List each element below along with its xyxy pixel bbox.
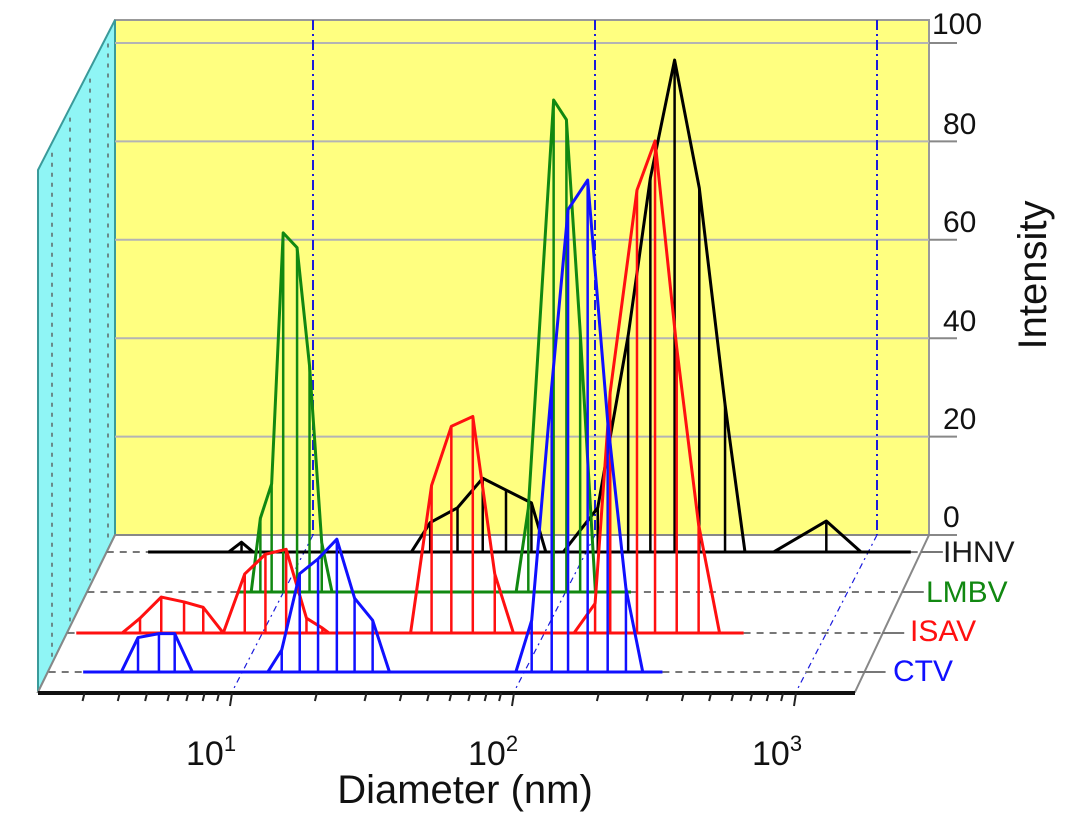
- floor-decade-gridline: [231, 534, 314, 693]
- series-isav: [76, 139, 744, 635]
- x-tick: [313, 692, 318, 702]
- x-tick: [765, 692, 770, 702]
- x-tick: [363, 692, 368, 702]
- series-line: [83, 178, 663, 674]
- axes: [38, 42, 957, 707]
- back-wall: [114, 19, 930, 536]
- x-tick-labels: 101 102 103: [186, 731, 802, 773]
- y-tick-label: 60: [943, 206, 976, 239]
- legend-label-isav: ISAV: [910, 615, 976, 648]
- legend-label-ctv: CTV: [893, 655, 953, 688]
- y-tick-label: 0: [943, 501, 960, 534]
- series-marks: [76, 58, 911, 674]
- x-tick: [185, 692, 190, 702]
- x-tick: [201, 692, 206, 702]
- floor: [36, 534, 931, 693]
- x-tick: [708, 692, 713, 702]
- y-tick-label: 40: [943, 305, 976, 338]
- y-tick-label: 20: [943, 403, 976, 436]
- x-tick: [448, 692, 453, 702]
- x-tick: [793, 692, 797, 707]
- series-line: [148, 58, 911, 554]
- x-tick-label: 102: [468, 731, 518, 773]
- y-tick-labels: 0 20 40 60 80 100: [932, 8, 982, 534]
- x-tick: [780, 692, 785, 702]
- series-ctv: [83, 178, 663, 674]
- x-tick: [483, 692, 488, 702]
- x-tick: [645, 692, 650, 702]
- y-tick-label: 100: [932, 8, 982, 41]
- series-line: [237, 98, 631, 594]
- x-axis-title: Diameter (nm): [337, 768, 593, 812]
- legend: IHNV LMBV ISAV CTV: [893, 536, 1015, 688]
- x-tick: [398, 692, 403, 702]
- legend-label-lmbv: LMBV: [926, 576, 1008, 609]
- x-tick: [730, 692, 735, 702]
- x-tick: [81, 692, 86, 702]
- x-tick-label: 101: [186, 731, 236, 773]
- x-tick: [498, 692, 503, 702]
- y-axis-title: Intensity: [1011, 201, 1055, 350]
- x-tick: [426, 692, 431, 702]
- floor-decade-gridline: [513, 534, 596, 693]
- y-tick-label: 80: [943, 108, 976, 141]
- x-tick: [749, 692, 754, 702]
- series-line: [76, 139, 744, 635]
- x-tick: [595, 692, 600, 702]
- x-tick: [229, 692, 233, 707]
- x-tick: [166, 692, 171, 702]
- series-lmbv: [237, 98, 631, 594]
- x-tick: [511, 692, 515, 707]
- floor-decade-gridline: [795, 534, 878, 693]
- x-tick-label: 103: [752, 731, 802, 773]
- x-tick: [216, 692, 221, 702]
- x-tick: [144, 692, 149, 702]
- x-tick: [467, 692, 472, 702]
- x-tick: [116, 692, 121, 702]
- x-tick: [680, 692, 685, 702]
- legend-label-ihnv: IHNV: [943, 536, 1015, 569]
